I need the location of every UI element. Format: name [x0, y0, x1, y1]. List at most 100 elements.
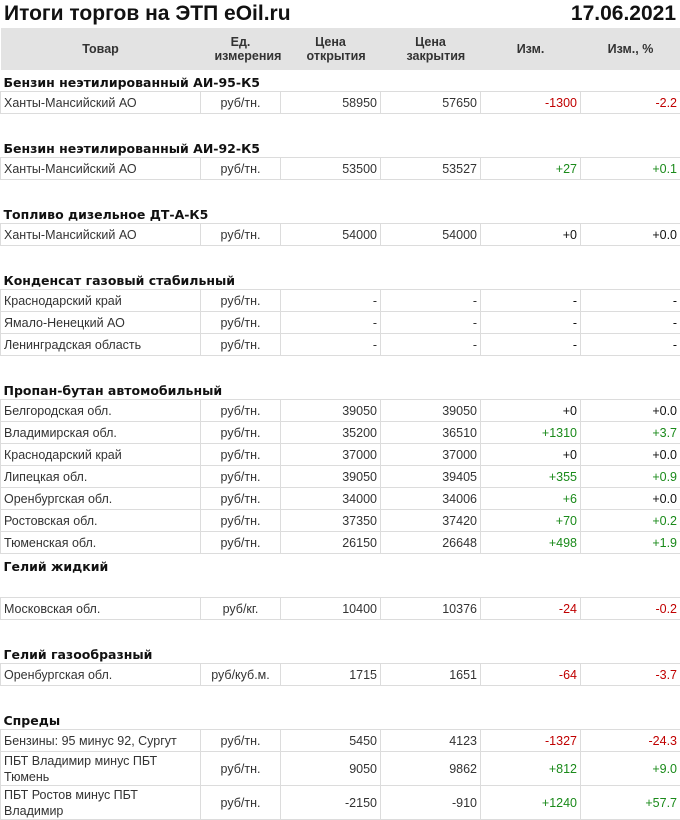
open-price: 58950	[281, 92, 381, 114]
close-price: -	[381, 334, 481, 356]
product-name: ПБТ Ростов минус ПБТ Владимир	[1, 786, 201, 820]
spacer-row	[1, 620, 680, 643]
product-name: Ленинградская область	[1, 334, 201, 356]
product-name: Ростовская обл.	[1, 510, 201, 532]
table-row: ПБТ Ростов минус ПБТ Владимир руб/тн. -2…	[1, 786, 680, 820]
unit: руб/тн.	[201, 466, 281, 488]
change-percent: +0.2	[581, 510, 680, 532]
close-price: -	[381, 290, 481, 312]
open-price: 37350	[281, 510, 381, 532]
change-percent: -	[581, 290, 680, 312]
spacer	[1, 180, 680, 203]
change: +0	[481, 444, 581, 466]
section-title: Бензин неэтилированный АИ-95-К5	[1, 70, 680, 92]
open-price: 1715	[281, 664, 381, 686]
section-header: Бензин неэтилированный АИ-95-К5	[1, 70, 680, 92]
table-row: Краснодарский край руб/тн. - - - -	[1, 290, 680, 312]
spacer	[1, 620, 680, 643]
col-change-pct: Изм., %	[581, 28, 680, 70]
title-bar: Итоги торгов на ЭТП eOil.ru 17.06.2021	[0, 0, 680, 28]
open-price: 10400	[281, 598, 381, 620]
table-row: Тюменская обл. руб/тн. 26150 26648 +498 …	[1, 532, 680, 554]
table-header: Товар Ед. измерения Цена открытия Цена з…	[1, 28, 680, 70]
change-percent: +0.0	[581, 488, 680, 510]
change: -1300	[481, 92, 581, 114]
open-price: 39050	[281, 466, 381, 488]
section-title: Гелий жидкий	[1, 554, 680, 576]
table-row: Ростовская обл. руб/тн. 37350 37420 +70 …	[1, 510, 680, 532]
close-price: 1651	[381, 664, 481, 686]
spacer	[1, 246, 680, 269]
close-price: 37000	[381, 444, 481, 466]
spacer	[1, 356, 680, 379]
unit: руб/тн.	[201, 290, 281, 312]
change-percent: +57.7	[581, 786, 680, 820]
close-price: 26648	[381, 532, 481, 554]
section-title: Гелий газообразный	[1, 642, 680, 664]
product-name: Ханты-Мансийский АО	[1, 224, 201, 246]
unit: руб/тн.	[201, 752, 281, 786]
close-price: 4123	[381, 730, 481, 752]
product-name: Ханты-Мансийский АО	[1, 92, 201, 114]
product-name: Тюменская обл.	[1, 532, 201, 554]
spacer-row	[1, 180, 680, 203]
close-price: 54000	[381, 224, 481, 246]
unit: руб/кг.	[201, 598, 281, 620]
unit: руб/тн.	[201, 92, 281, 114]
open-price: 9050	[281, 752, 381, 786]
close-price: 37420	[381, 510, 481, 532]
section-header: Конденсат газовый стабильный	[1, 268, 680, 290]
change-percent: +0.0	[581, 224, 680, 246]
section-header: Топливо дизельное ДТ-А-К5	[1, 202, 680, 224]
open-price: 39050	[281, 400, 381, 422]
product-name: Ямало-Ненецкий АО	[1, 312, 201, 334]
product-name: ПБТ Владимир минус ПБТ Тюмень	[1, 752, 201, 786]
close-price: 39405	[381, 466, 481, 488]
table-row: Липецкая обл. руб/тн. 39050 39405 +355 +…	[1, 466, 680, 488]
col-unit: Ед. измерения	[201, 28, 281, 70]
change: -64	[481, 664, 581, 686]
unit: руб/тн.	[201, 312, 281, 334]
unit: руб/тн.	[201, 400, 281, 422]
change-percent: +0.9	[581, 466, 680, 488]
section-header: Гелий жидкий	[1, 554, 680, 576]
change-percent: -	[581, 334, 680, 356]
col-change: Изм.	[481, 28, 581, 70]
open-price: -	[281, 312, 381, 334]
unit: руб/тн.	[201, 224, 281, 246]
spacer-row	[1, 686, 680, 709]
product-name: Владимирская обл.	[1, 422, 201, 444]
trade-date: 17.06.2021	[571, 2, 676, 26]
col-product: Товар	[1, 28, 201, 70]
change-percent: -3.7	[581, 664, 680, 686]
open-price: 54000	[281, 224, 381, 246]
unit: руб/тн.	[201, 422, 281, 444]
change-percent: +9.0	[581, 752, 680, 786]
change: +6	[481, 488, 581, 510]
product-name: Белгородская обл.	[1, 400, 201, 422]
product-name: Краснодарский край	[1, 444, 201, 466]
open-price: 37000	[281, 444, 381, 466]
change: -24	[481, 598, 581, 620]
product-name: Ханты-Мансийский АО	[1, 158, 201, 180]
product-name: Московская обл.	[1, 598, 201, 620]
product-name: Бензины: 95 минус 92, Сургут	[1, 730, 201, 752]
product-name: Липецкая обл.	[1, 466, 201, 488]
unit: руб/тн.	[201, 786, 281, 820]
spacer	[1, 575, 680, 598]
change-percent: +3.7	[581, 422, 680, 444]
change: -	[481, 290, 581, 312]
page-title: Итоги торгов на ЭТП eOil.ru	[4, 2, 291, 26]
section-title: Спреды	[1, 708, 680, 730]
change-percent: +0.0	[581, 400, 680, 422]
change: -	[481, 312, 581, 334]
unit: руб/тн.	[201, 730, 281, 752]
table-row: Ханты-Мансийский АО руб/тн. 53500 53527 …	[1, 158, 680, 180]
open-price: -	[281, 334, 381, 356]
table-row: ПБТ Владимир минус ПБТ Тюмень руб/тн. 90…	[1, 752, 680, 786]
spacer-row	[1, 356, 680, 379]
table-row: Оренбургская обл. руб/тн. 34000 34006 +6…	[1, 488, 680, 510]
trading-results-table: Товар Ед. измерения Цена открытия Цена з…	[0, 28, 680, 820]
close-price: 53527	[381, 158, 481, 180]
table-row: Московская обл. руб/кг. 10400 10376 -24 …	[1, 598, 680, 620]
